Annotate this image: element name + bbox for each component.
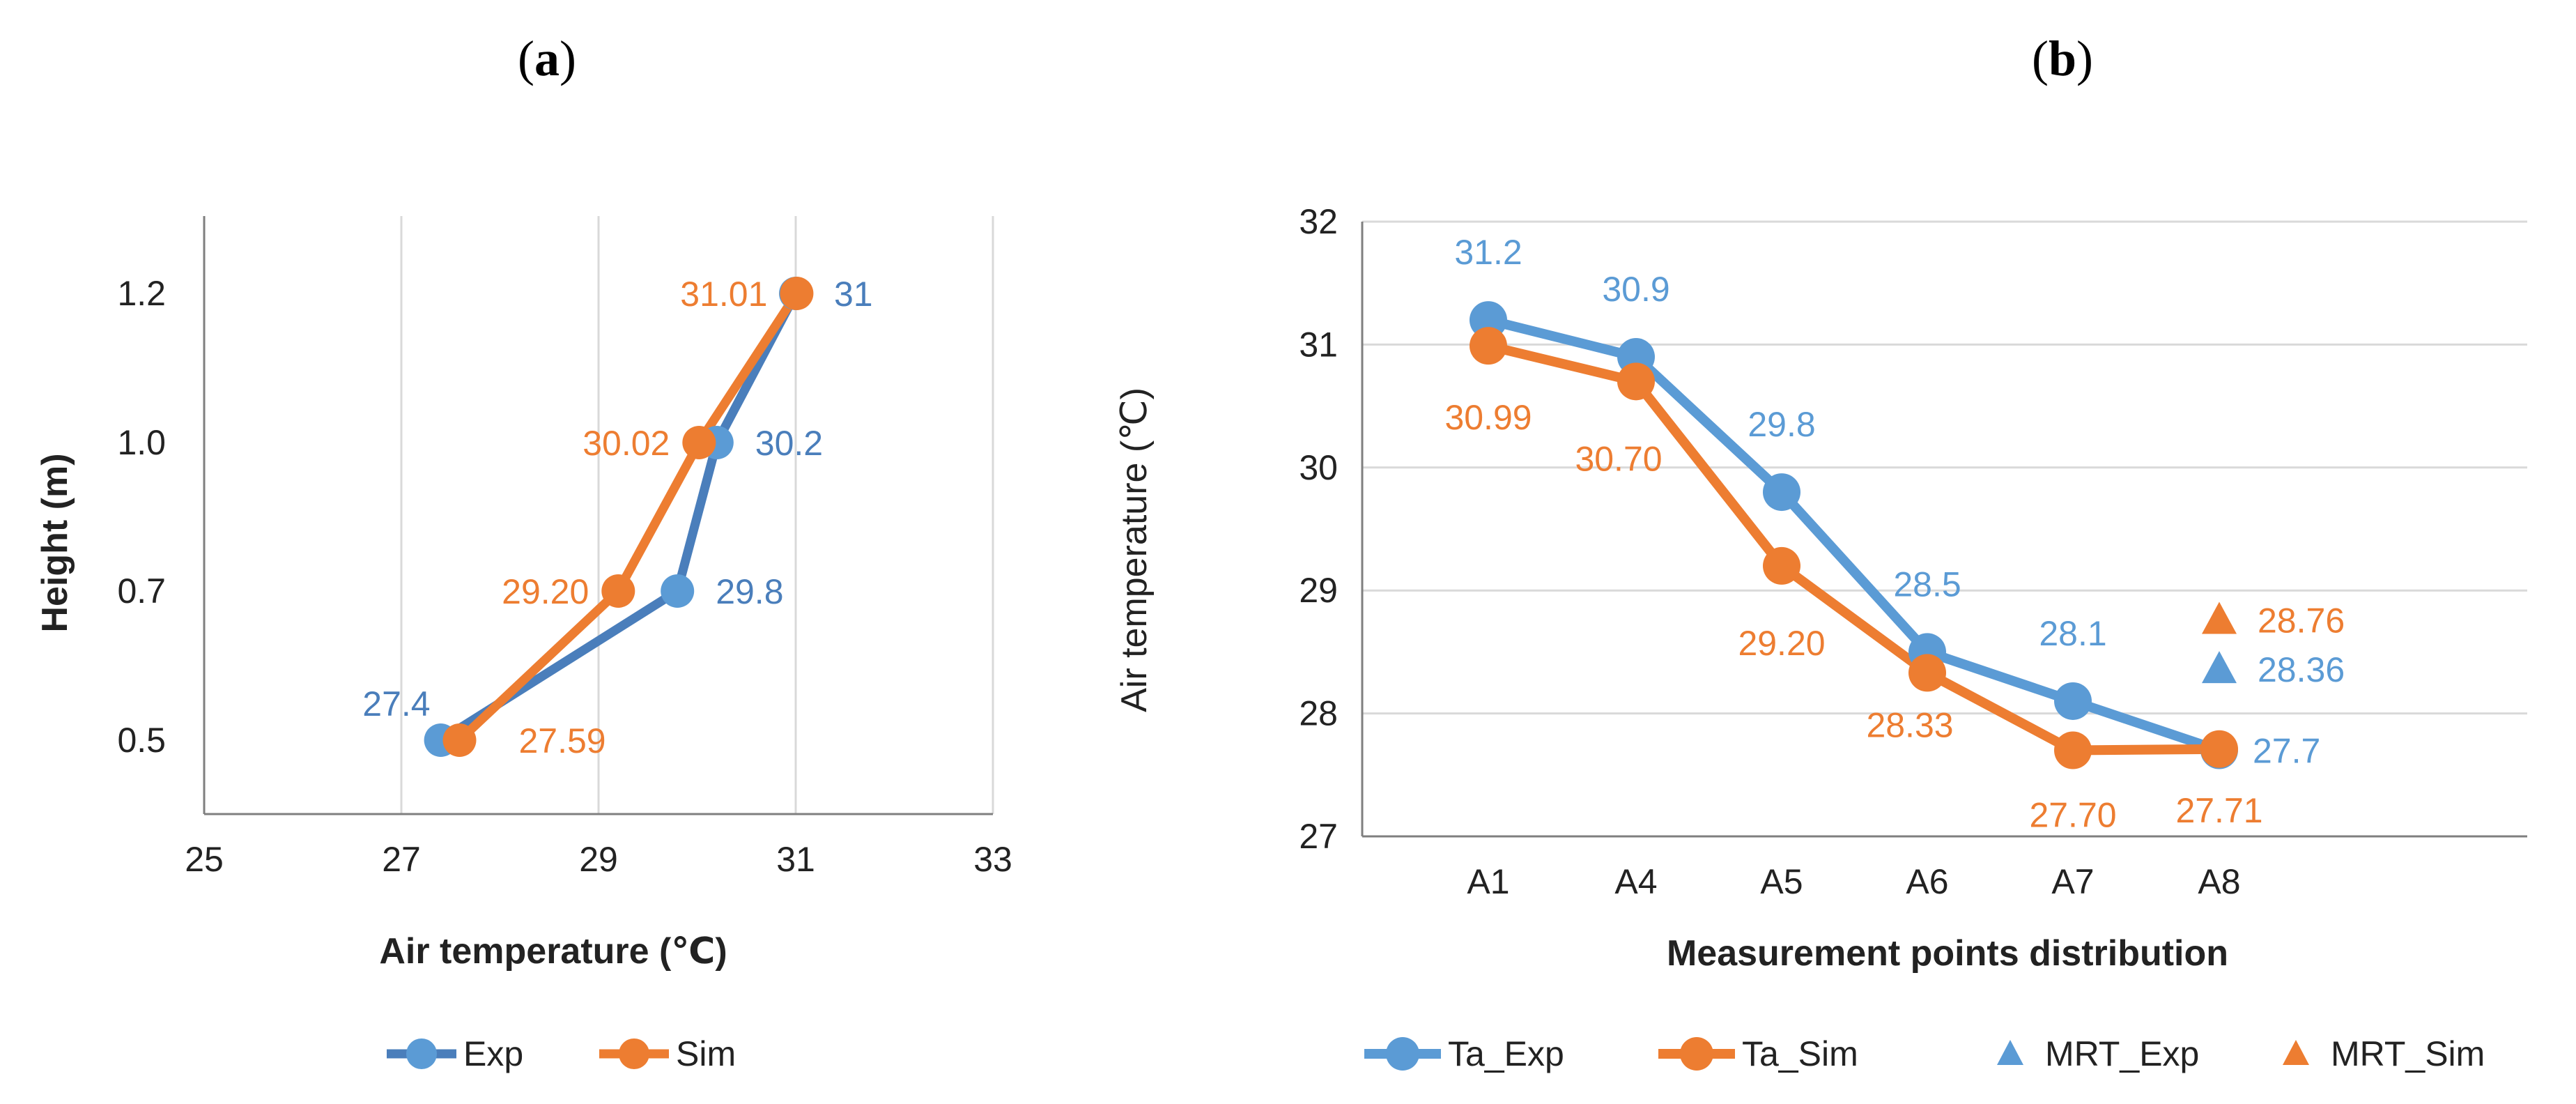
x-tick-label-27: 27 (382, 840, 421, 879)
marker-ta_sim-A7 (2054, 731, 2092, 769)
data-label-ta_exp-A7: 28.1 (2039, 614, 2106, 653)
series-line-ta_exp (1487, 315, 2221, 756)
data-label-sim-1.2: 31.01 (680, 275, 767, 314)
data-label-mrt_exp: 28.36 (2258, 650, 2345, 689)
marker-ta_sim-A1 (1470, 327, 1507, 365)
x-tick-label-33: 33 (973, 840, 1012, 879)
data-label-ta_exp-A5: 29.8 (1748, 405, 1815, 444)
data-label-ta_exp-A6: 28.5 (1893, 565, 1961, 604)
marker-ta_exp-A7 (2054, 682, 2092, 720)
x-tick-label-31: 31 (776, 840, 815, 879)
legend-marker-mrt_exp (1997, 1040, 2023, 1065)
y-tick-label-30: 30 (1299, 448, 1338, 487)
data-label-exp-1.0: 30.2 (755, 424, 823, 463)
legend-marker-mrt_sim (2283, 1040, 2309, 1065)
data-label-ta_sim-A7: 27.70 (2029, 796, 2116, 835)
y-tick-label-1.0: 1.0 (117, 423, 166, 462)
chart-panel-b: (b) 27 28 29 30 31 32 A1 A4 A5 A6 A7 A8 Measurement … (1114, 31, 2527, 1073)
y-axis-title: Height (m) (35, 453, 75, 632)
data-label-ta_sim-A5: 29.20 (1738, 624, 1825, 663)
x-tick-label-A6: A6 (1906, 862, 1948, 901)
legend-marker-ta_exp (1386, 1037, 1419, 1071)
data-label-ta_sim-A8: 27.71 (2175, 791, 2262, 830)
marker-ta_exp-A1 (1470, 301, 1507, 339)
legend-label-exp: Exp (463, 1034, 523, 1073)
marker-mrt_sim (2202, 601, 2237, 634)
x-tick-label-A7: A7 (2051, 862, 2094, 901)
data-label-exp-0.5: 27.4 (362, 684, 430, 723)
marker-exp-0.7 (661, 574, 695, 608)
series-line-exp (438, 291, 800, 744)
y-tick-label-31: 31 (1299, 325, 1338, 364)
legend-marker-exp (406, 1038, 437, 1069)
x-tick-label-25: 25 (185, 840, 224, 879)
legend-marker-sim (619, 1038, 649, 1069)
marker-mrt_exp (2202, 651, 2237, 684)
data-label-ta_exp-A4: 30.9 (1602, 270, 1669, 309)
x-axis-title: Air temperature (℃) (379, 931, 727, 972)
x-tick-label-A4: A4 (1614, 862, 1657, 901)
x-tick-label-29: 29 (579, 840, 618, 879)
legend-label-sim: Sim (676, 1034, 736, 1073)
series-line-ta_sim (1487, 341, 2220, 756)
y-axis-title: Air temperature (℃) (1114, 388, 1155, 712)
series-line-sim (456, 291, 801, 744)
chart-panel-a: (a) 25 27 29 31 33 0.5 0.7 1.0 1.2 Air temperatur… (35, 31, 1012, 1073)
data-label-exp-1.2: 31 (834, 275, 873, 314)
marker-sim-1.0 (682, 426, 716, 459)
marker-sim-1.2 (780, 277, 814, 310)
y-tick-label-1.2: 1.2 (117, 274, 166, 313)
y-tick-label-0.7: 0.7 (117, 572, 166, 611)
marker-sim-0.7 (601, 574, 635, 608)
y-tick-label-0.5: 0.5 (117, 721, 166, 760)
data-label-ta_sim-A6: 28.33 (1866, 705, 1953, 744)
x-tick-label-A1: A1 (1467, 862, 1509, 901)
legend-label-mrt_exp: MRT_Exp (2045, 1034, 2199, 1073)
y-tick-label-27: 27 (1299, 817, 1338, 856)
x-axis-title: Measurement points distribution (1667, 933, 2228, 974)
panel-label-b: (b) (2032, 31, 2093, 86)
marker-sim-0.5 (442, 723, 477, 757)
marker-ta_exp-A5 (1763, 473, 1800, 512)
data-label-exp-0.7: 29.8 (716, 572, 783, 611)
panel-label-a: (a) (518, 31, 576, 86)
marker-ta_sim-A6 (1908, 654, 1946, 692)
y-tick-label-28: 28 (1299, 694, 1338, 733)
data-label-sim-0.7: 29.20 (502, 572, 589, 611)
data-label-ta_sim-A4: 30.70 (1575, 439, 1662, 478)
legend-label-ta_exp: Ta_Exp (1448, 1034, 1564, 1073)
y-tick-label-32: 32 (1299, 202, 1338, 241)
marker-ta_sim-A5 (1763, 546, 1800, 585)
marker-ta_sim-A8 (2200, 730, 2238, 768)
marker-ta_sim-A4 (1617, 362, 1655, 401)
x-tick-label-A5: A5 (1760, 862, 1803, 901)
legend-label-mrt_sim: MRT_Sim (2331, 1034, 2485, 1073)
data-label-mrt_sim: 28.76 (2258, 601, 2345, 641)
x-tick-label-A8: A8 (2198, 862, 2240, 901)
data-label-ta_sim-A1: 30.99 (1444, 398, 1532, 437)
y-tick-label-29: 29 (1299, 571, 1338, 610)
legend-marker-ta_sim (1680, 1037, 1713, 1071)
data-label-sim-1.0: 30.02 (583, 424, 670, 463)
data-label-sim-0.5: 27.59 (518, 721, 606, 760)
legend-label-ta_sim: Ta_Sim (1742, 1034, 1858, 1073)
data-label-ta_exp-A8: 27.7 (2253, 732, 2320, 771)
data-label-ta_exp-A1: 31.2 (1454, 233, 1522, 272)
